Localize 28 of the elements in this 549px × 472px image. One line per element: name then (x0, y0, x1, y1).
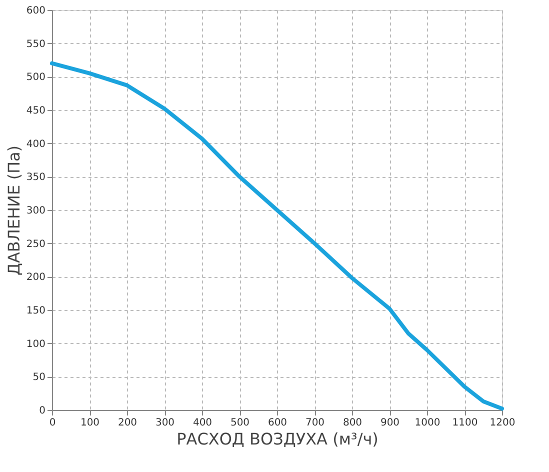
y-tick-label: 0 (39, 406, 46, 416)
y-tick-label: 400 (26, 138, 46, 150)
x-tick-label: 300 (155, 418, 175, 428)
x-tick-label: 200 (118, 418, 138, 428)
x-axis-title: РАСХОД ВОЗДУХА (м³/ч) (176, 430, 378, 448)
y-tick-label: 500 (26, 72, 46, 84)
x-tick-label: 1200 (490, 418, 516, 428)
y-tick-label: 150 (26, 306, 46, 316)
y-tick-label: 350 (26, 172, 46, 184)
y-tick-label: 550 (26, 38, 46, 50)
x-tick-label: 1000 (414, 418, 440, 428)
x-tick-label: 100 (80, 418, 100, 428)
y-tick-label: 300 (26, 206, 46, 216)
y-tick-label: 50 (32, 372, 46, 384)
x-tick-label: 900 (380, 418, 400, 428)
y-tick-label: 450 (26, 106, 46, 116)
y-tick-label: 200 (26, 272, 46, 284)
y-tick-label: 100 (26, 338, 46, 350)
x-tick-label: 600 (268, 418, 288, 428)
x-tick-label: 500 (230, 418, 250, 428)
x-tick-label: 700 (305, 418, 325, 428)
y-tick-label: 600 (26, 6, 46, 16)
y-axis-title: ДАВЛЕНИЕ (Па) (4, 145, 24, 276)
x-tick-label: 0 (49, 418, 56, 428)
x-tick-label: 800 (342, 418, 362, 428)
x-tick-label: 400 (192, 418, 212, 428)
x-tick-label: 1100 (452, 418, 478, 428)
y-tick-label: 250 (26, 238, 46, 250)
